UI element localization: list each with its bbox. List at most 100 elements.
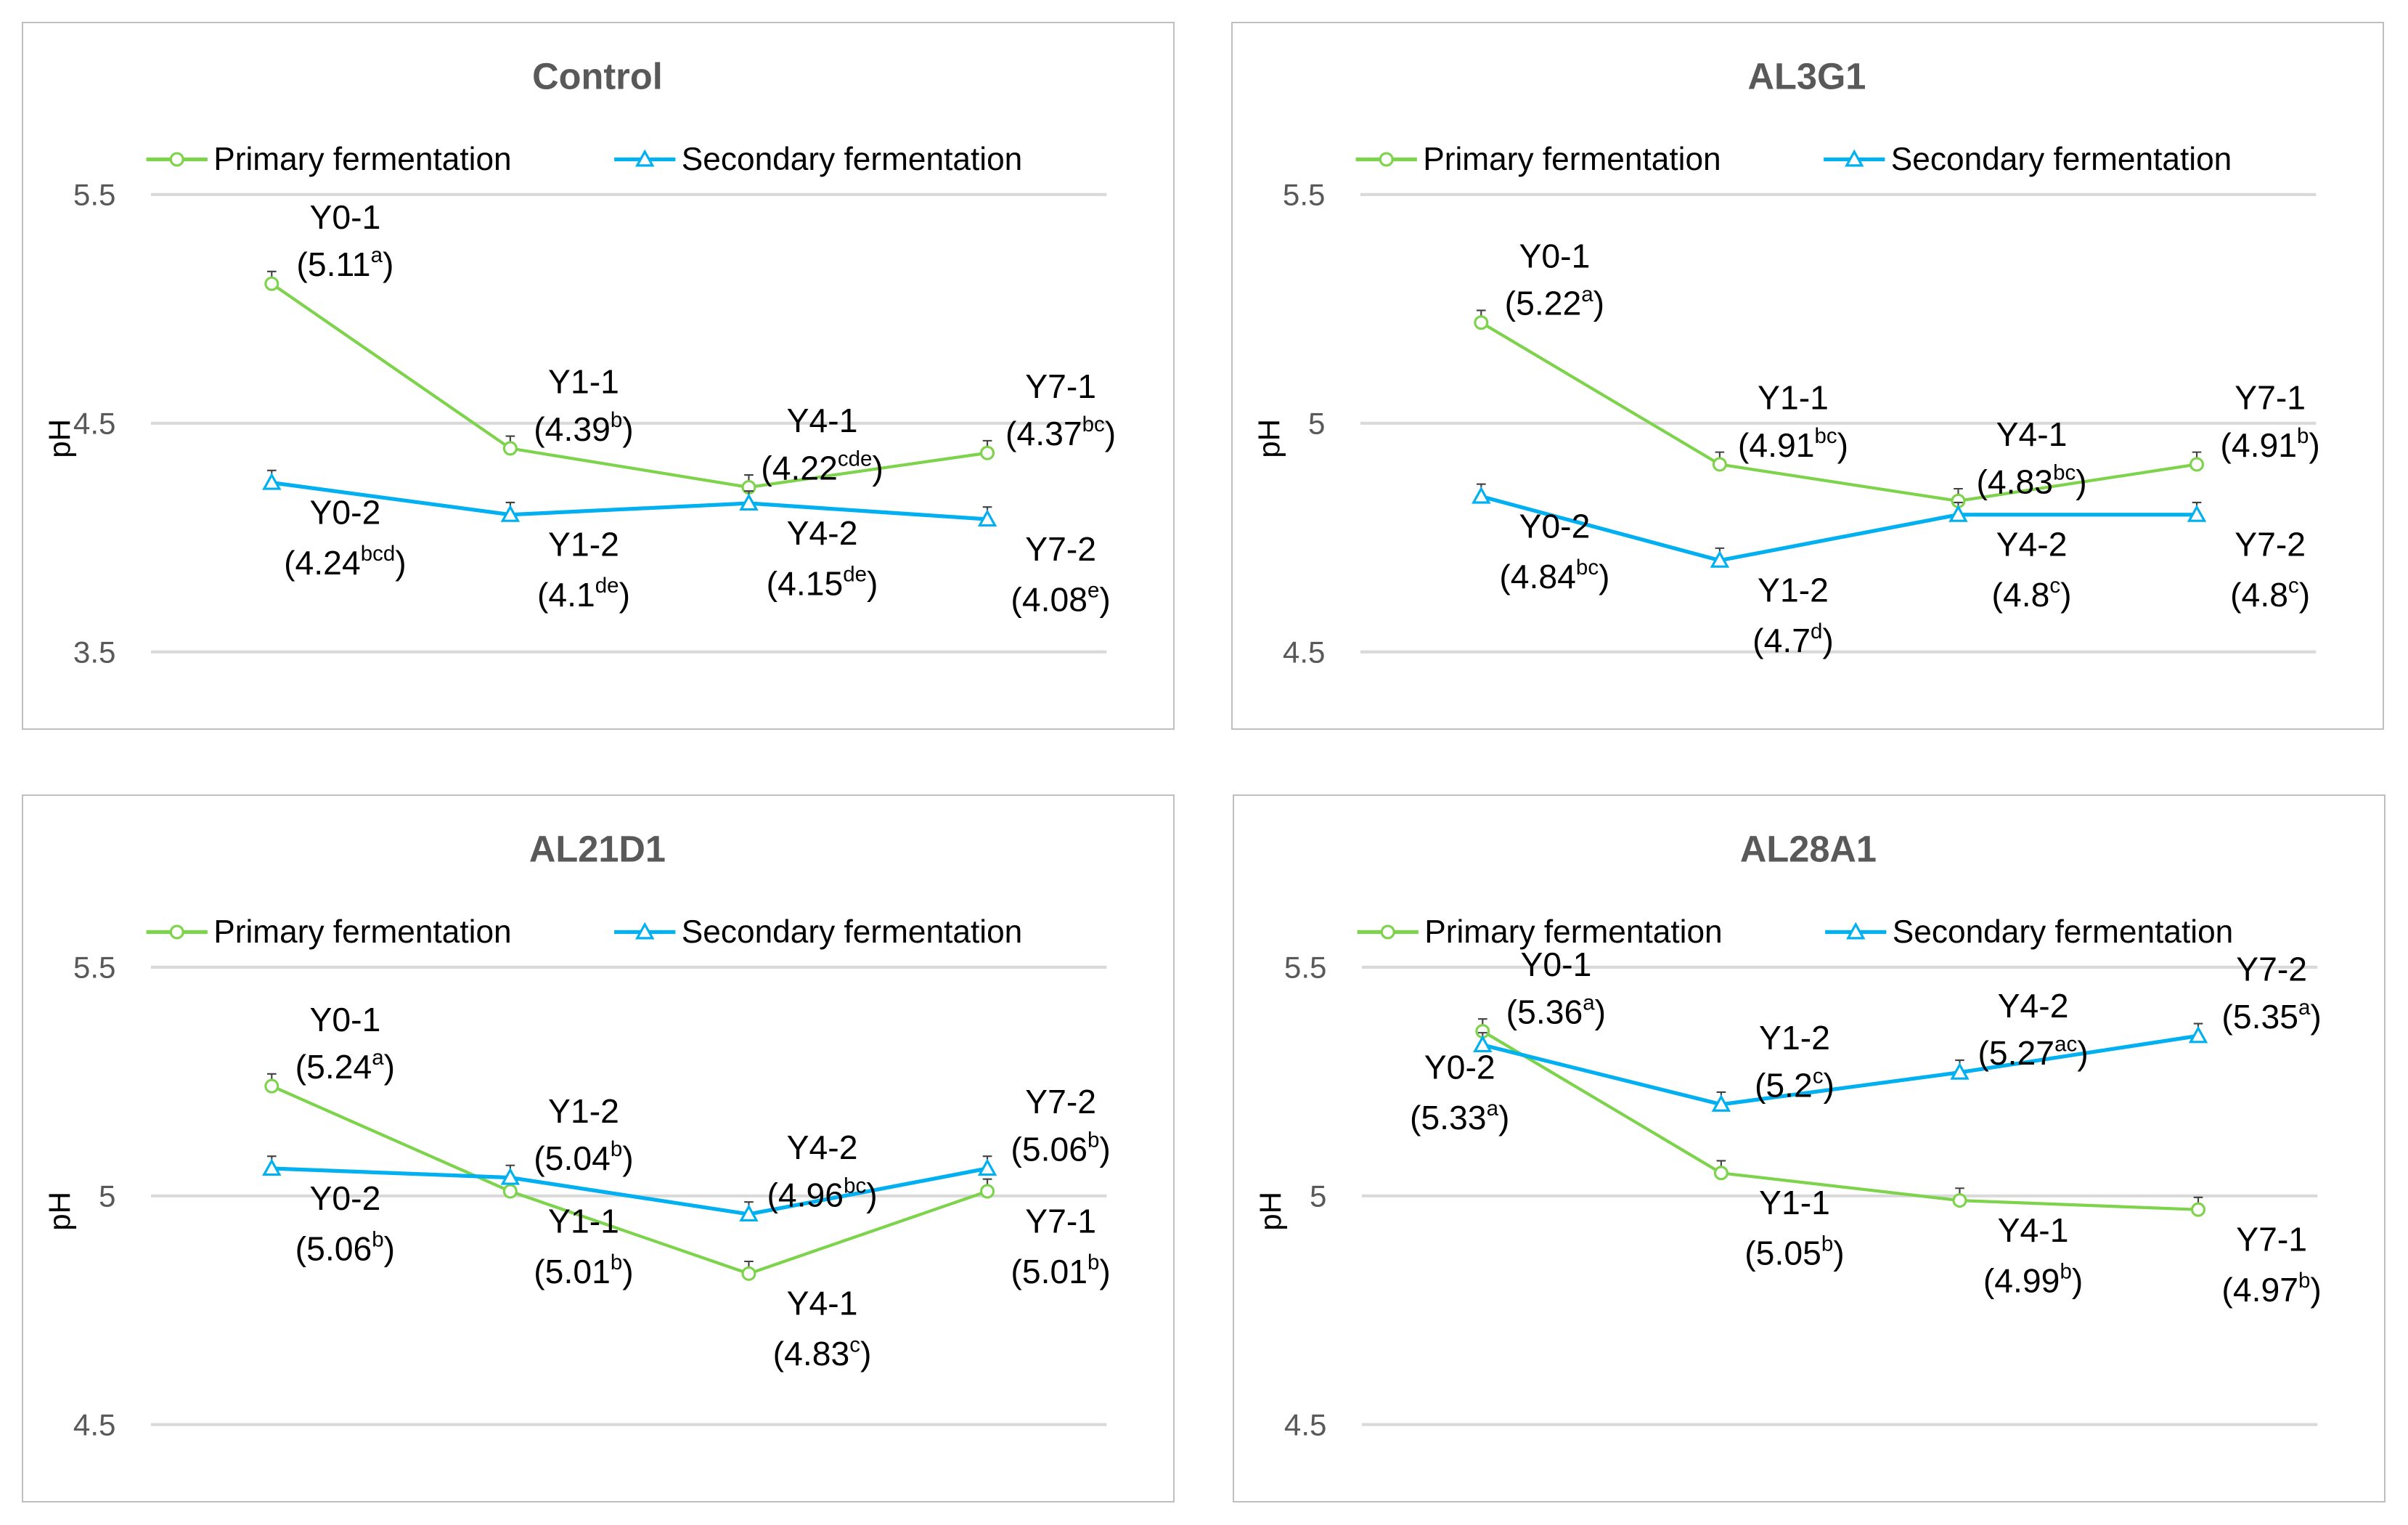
data-label-significance: bc [844,1174,866,1197]
data-label-significance: b [2060,1260,2071,1284]
data-label-close: ) [860,1335,871,1372]
legend-marker-circle-icon [169,152,184,167]
data-label-value: (4.22cde) [761,447,883,487]
data-label-number: (4.15 [767,564,844,602]
legend-item-secondary: Secondary fermentation [614,914,1022,950]
chart-title: AL28A1 [1740,829,1877,870]
data-label-value: (4.37bc) [1005,412,1116,452]
legend-marker-triangle-icon [1846,922,1866,940]
data-label-name: Y0-2 [1519,507,1590,545]
data-label-number: (5.27 [1978,1034,2054,1072]
data-label-name: Y4-1 [787,1285,858,1322]
data-label-number: (5.24 [295,1048,372,1086]
data-label-value: (5.22a) [1505,282,1604,322]
data-label-value: (4.91bc) [1738,424,1848,464]
data-label-significance: bc [1576,556,1599,580]
data-label-significance: bcd [361,542,396,566]
data-label-name: Y1-2 [548,1092,619,1130]
legend-item-secondary: Secondary fermentation [614,142,1022,177]
series-line [271,282,988,489]
data-point [1713,1166,1729,1181]
chart-al28a1: AL28A1 Primary fermentation Secondary ferm… [1253,829,2322,1442]
data-label-value: (4.99b) [1983,1260,2083,1300]
data-label-value: (4.8c) [2230,574,2310,614]
data-point [262,1158,282,1176]
data-label-number: (4.22 [761,449,838,487]
y-tick-label: 4.5 [73,407,116,441]
legend-label: Primary fermentation [1423,142,1721,177]
data-label-value: (5.35a) [2221,996,2321,1036]
data-label-value: (4.7d) [1752,619,1834,659]
y-tick-label: 4.5 [73,1407,116,1441]
y-axis-label: pH [1253,1192,1287,1231]
data-label-name: Y4-2 [787,1128,858,1166]
data-label-significance: bc [1815,424,1837,448]
data-point [1473,1035,1493,1052]
legend-item-primary: Primary fermentation [1355,142,1721,177]
data-label-value: (5.01b) [534,1250,633,1290]
data-label-significance: bc [1082,412,1105,436]
data-label-number: (4.7 [1752,622,1811,659]
y-tick-label: 5.5 [1284,951,1327,985]
legend-label: Secondary fermentation [1891,142,2232,177]
data-label-name: Y0-1 [309,1001,380,1038]
data-label-number: (4.91 [2220,426,2297,464]
data-label-name: Y1-1 [548,363,619,401]
data-point [1711,1094,1731,1112]
data-label-close: ) [1099,580,1110,618]
data-label-significance: a [1487,1097,1499,1121]
data-label-name: Y0-1 [1520,946,1591,983]
data-label-value: (4.8c) [1992,574,2072,614]
data-label-name: Y4-1 [787,402,858,439]
y-axis-label: pH [42,1192,76,1231]
y-tick-label: 5.5 [73,951,116,985]
data-label-name: Y1-1 [1758,379,1829,417]
series-primary: Y0-1(5.11a)Y1-1(4.39b) Y4-1(4.22cde)Y7-1(… [264,198,1116,495]
data-label-close: ) [1099,1253,1110,1290]
data-label-significance: b [611,1137,622,1161]
data-label-significance: b [1087,1250,1099,1274]
series-secondary: Y0-2(4.84bc) Y1-2(4.7d)Y4-2(4.8c)Y7-2(4.8… [1472,483,2310,659]
data-label-close: ) [1595,993,1606,1031]
data-label-number: (4.39 [534,410,611,448]
legend-item-secondary: Secondary fermentation [1825,914,2233,950]
data-label-close: ) [867,564,878,602]
data-label-significance: a [372,1046,384,1070]
data-label-close: ) [1099,1130,1110,1168]
series-line [271,1084,988,1276]
data-label-number: (5.06 [1011,1130,1087,1168]
data-label-name: Y0-2 [309,494,380,532]
data-label-number: (4.84 [1499,558,1576,595]
series-line [1480,495,2197,563]
data-point [1472,486,1491,504]
data-label-value: (4.97b) [2221,1269,2321,1309]
legend-label: Secondary fermentation [682,914,1022,950]
chart-panel-al28a1: AL28A1 Primary fermentation Secondary ferm… [1233,794,2385,1502]
series-line [1480,321,2197,503]
data-point [2188,1025,2208,1044]
data-label-name: Y1-2 [1758,572,1829,609]
data-label-close: ) [384,1229,395,1267]
y-axis-label: pH [42,419,76,458]
legend-label: Primary fermentation [1424,914,1722,950]
data-label-value: (5.06b) [1011,1128,1110,1168]
data-label-close: ) [1498,1099,1509,1136]
data-point [977,509,997,527]
data-label-name: Y1-1 [548,1202,619,1240]
data-point [1712,457,1727,472]
data-label-number: (5.22 [1505,285,1582,322]
data-label-value: (4.39b) [534,408,633,448]
legend-label: Primary fermentation [213,142,511,177]
data-label-name: Y4-2 [1996,526,2068,564]
data-label-close: ) [2077,1034,2088,1072]
data-label-close: ) [1105,415,1116,452]
data-label-significance: a [1583,991,1595,1015]
data-point [1948,504,1968,522]
y-tick-label: 4.5 [1284,1407,1327,1441]
data-label-number: (5.36 [1506,993,1583,1031]
data-label-name: Y4-1 [1998,1211,2069,1249]
data-point [2191,1202,2206,1217]
chart-panel-control: Control Primary fermentation Secondary fer… [22,22,1175,730]
legend: Primary fermentation Secondary fermentati… [146,914,1022,950]
data-label-number: (4.91 [1738,426,1815,464]
